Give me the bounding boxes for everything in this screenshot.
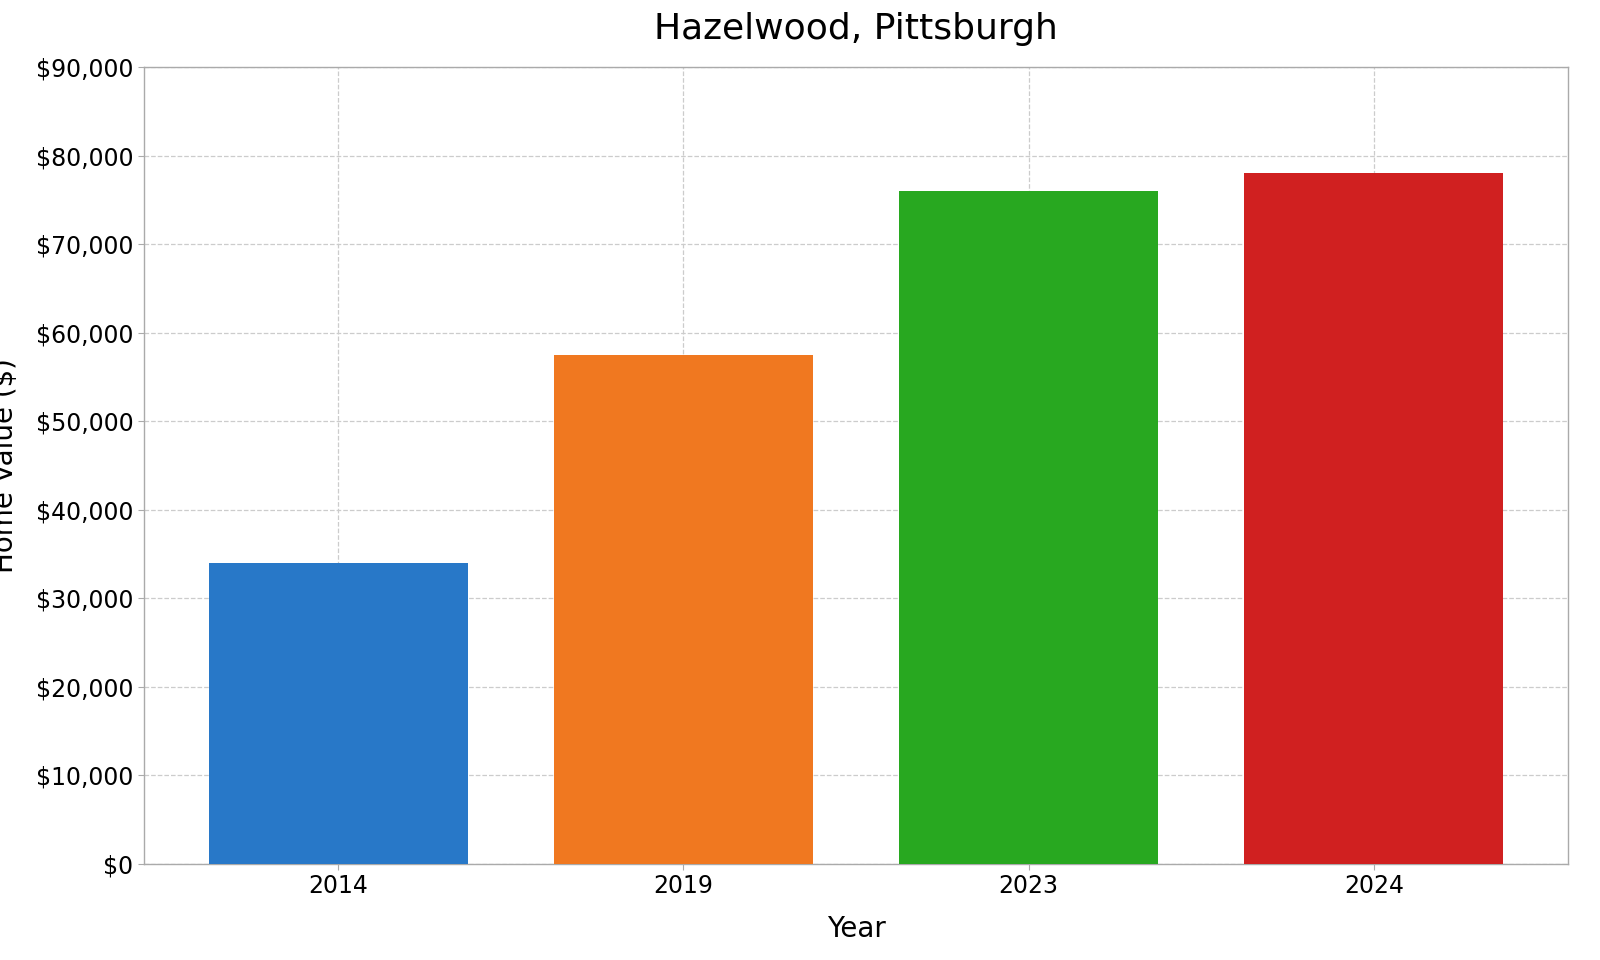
- Bar: [1245, 174, 1504, 864]
- Bar: [208, 563, 467, 864]
- Bar: [899, 191, 1158, 864]
- Y-axis label: Home Value ($): Home Value ($): [0, 358, 19, 573]
- Bar: [554, 355, 813, 864]
- Title: Hazelwood, Pittsburgh: Hazelwood, Pittsburgh: [654, 12, 1058, 46]
- X-axis label: Year: Year: [827, 915, 885, 943]
